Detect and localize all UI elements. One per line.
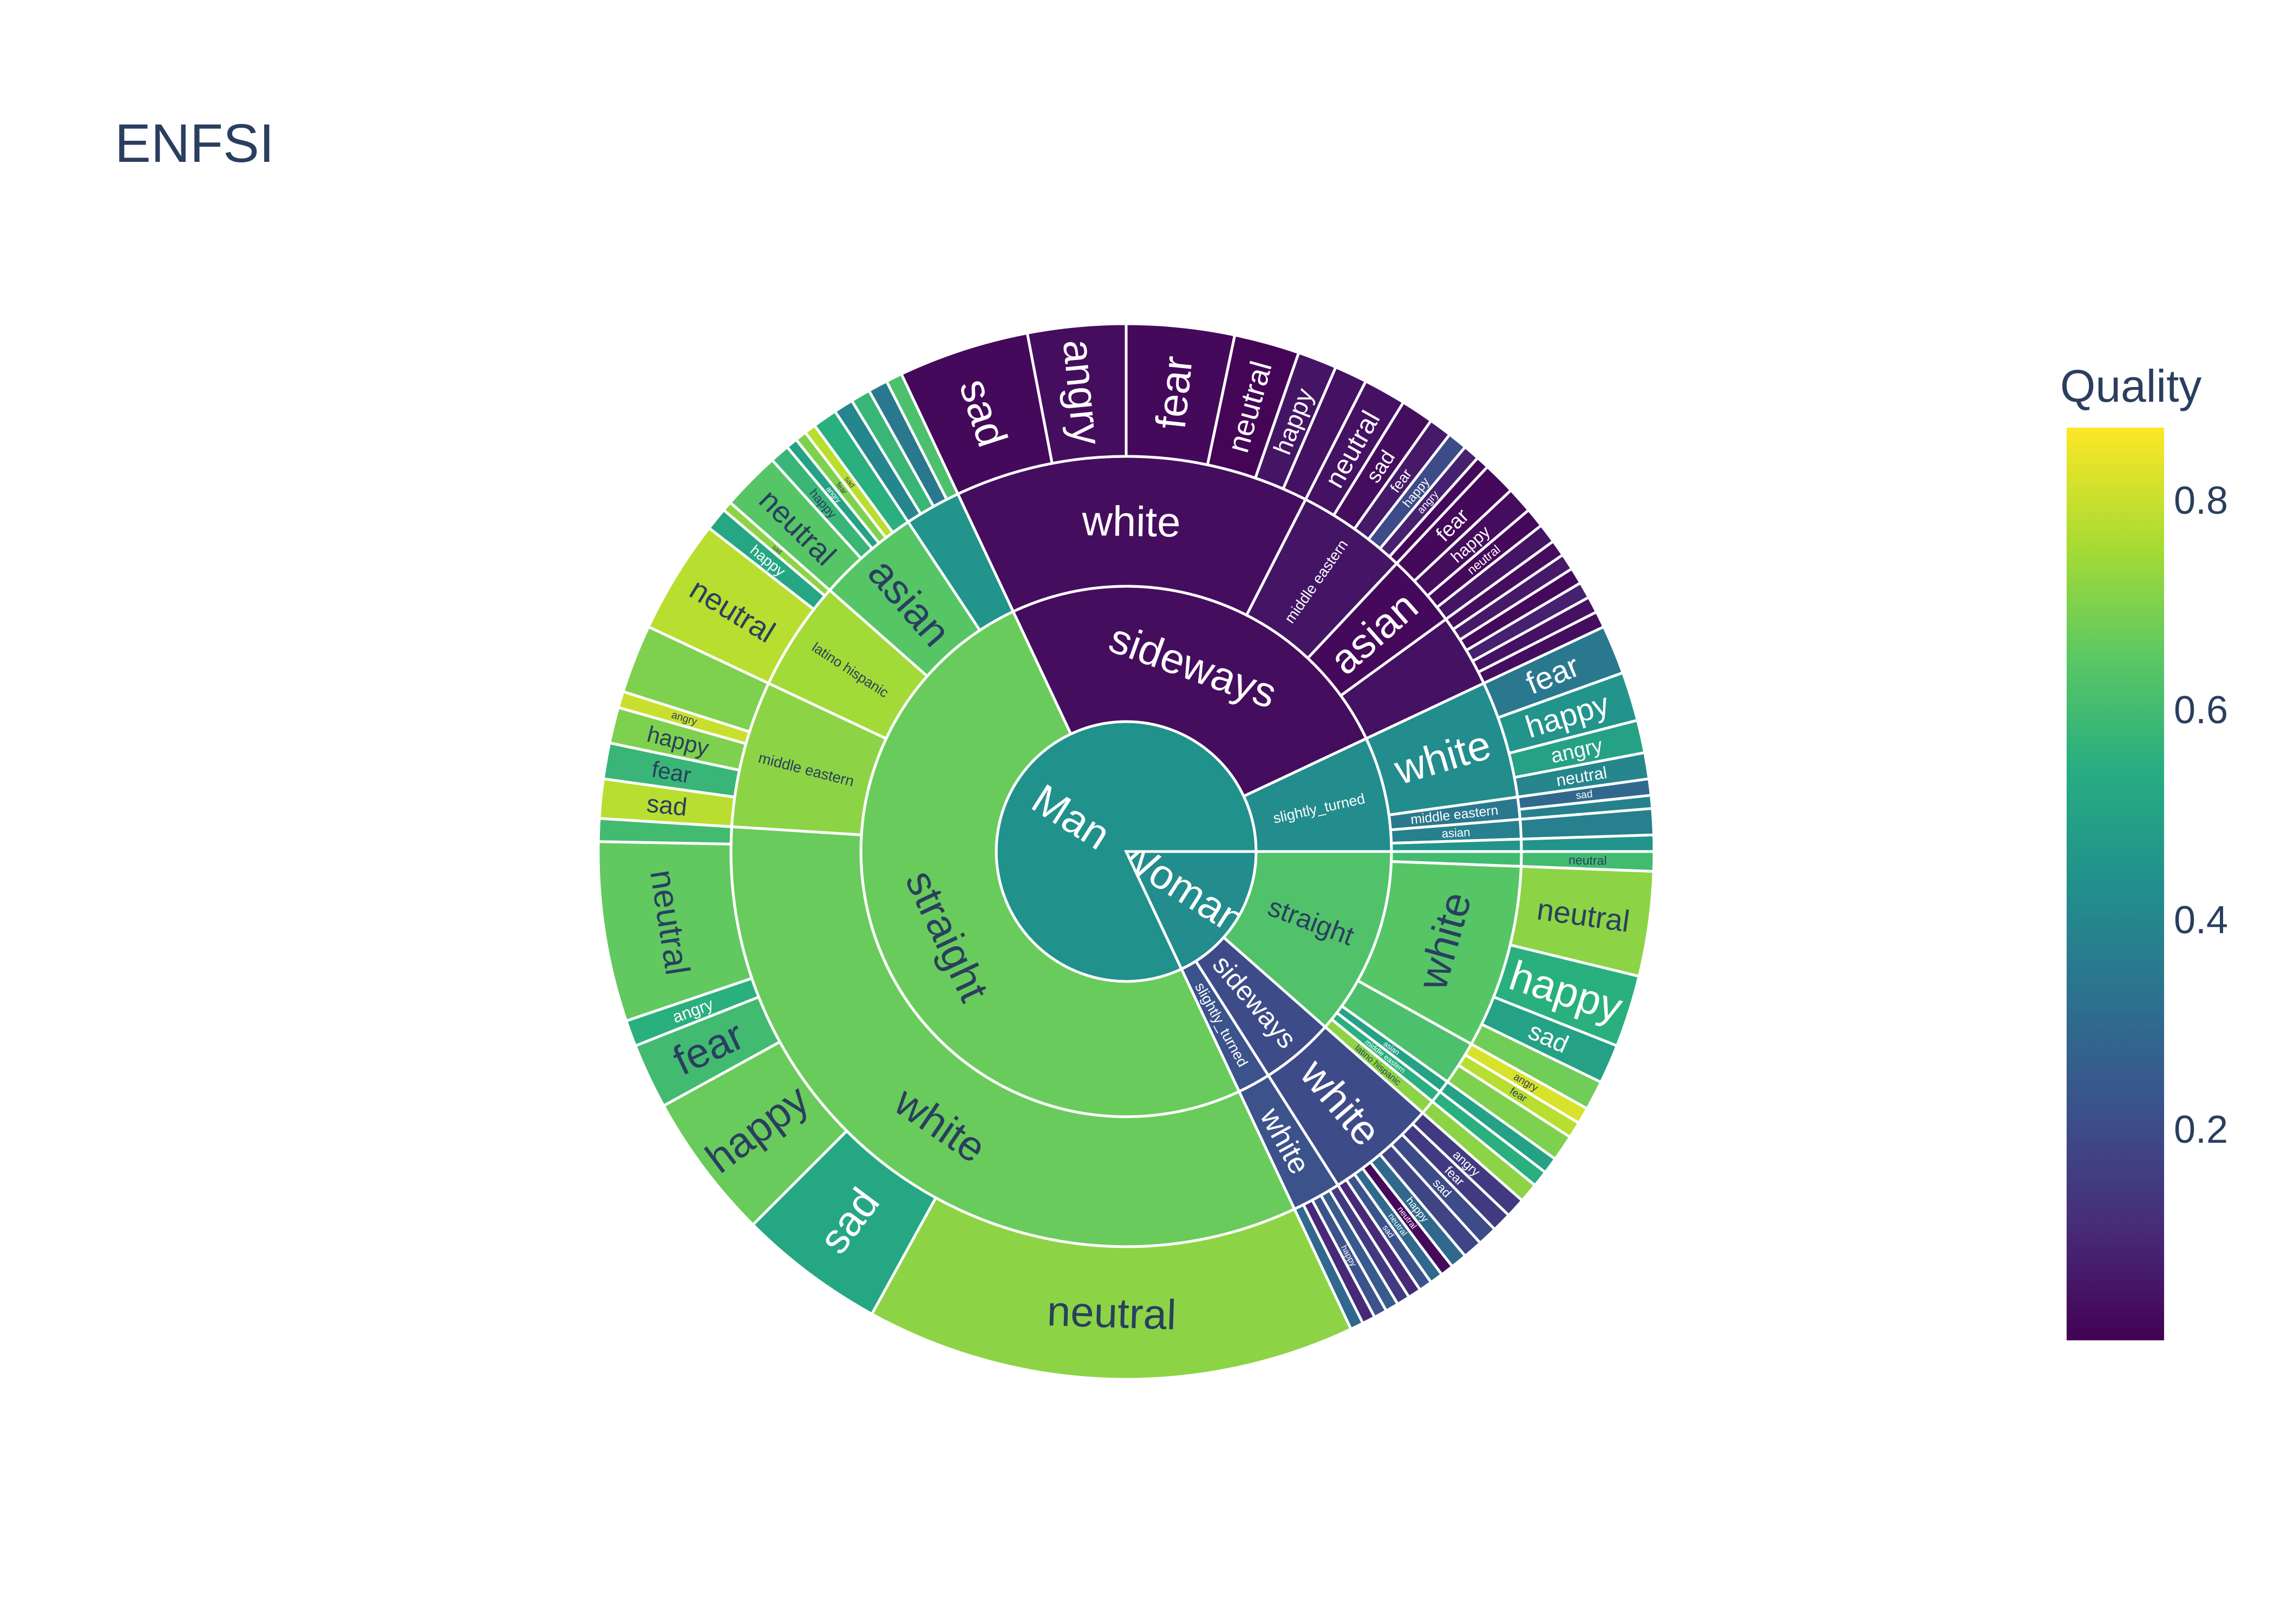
label-0-man-2-slightly-turned-1-middle-eastern-0-sad: sad xyxy=(1575,788,1593,802)
colorbar xyxy=(2067,428,2164,1340)
label-0-man-1-sideways-0-white: white xyxy=(1081,497,1181,546)
colorbar-tick-0-2: 0.2 xyxy=(2174,1108,2229,1152)
label-0-man-2-slightly-turned-2-asian: asian xyxy=(1441,826,1471,841)
label-0-man-1-sideways-0-white-1-angry: angry xyxy=(1054,337,1112,447)
label-0-man-0-straight-1-middle-eastern-0-sad: sad xyxy=(645,789,688,821)
chart-title: ENFSI xyxy=(115,113,275,174)
colorbar-tick-0-6: 0.6 xyxy=(2174,689,2229,732)
colorbar-tick-0-4: 0.4 xyxy=(2174,898,2229,942)
sector-0-man-0-straight-0-white-0-neutral[interactable] xyxy=(870,1196,1353,1381)
colorbar-title: Quality xyxy=(2060,361,2202,411)
label-1-woman-0-straight-0-unlabeled-0-neutral: neutral xyxy=(1569,853,1607,867)
label-0-man-0-straight-0-white-0-neutral: neutral xyxy=(1047,1287,1177,1338)
sector-0-man-2-slightly-turned-3-unlabeled-0-unlabeled[interactable] xyxy=(1520,833,1656,853)
colorbar-tick-0-8: 0.8 xyxy=(2174,479,2229,522)
label-0-man-1-sideways-0-white-2-fear: fear xyxy=(1147,354,1201,431)
